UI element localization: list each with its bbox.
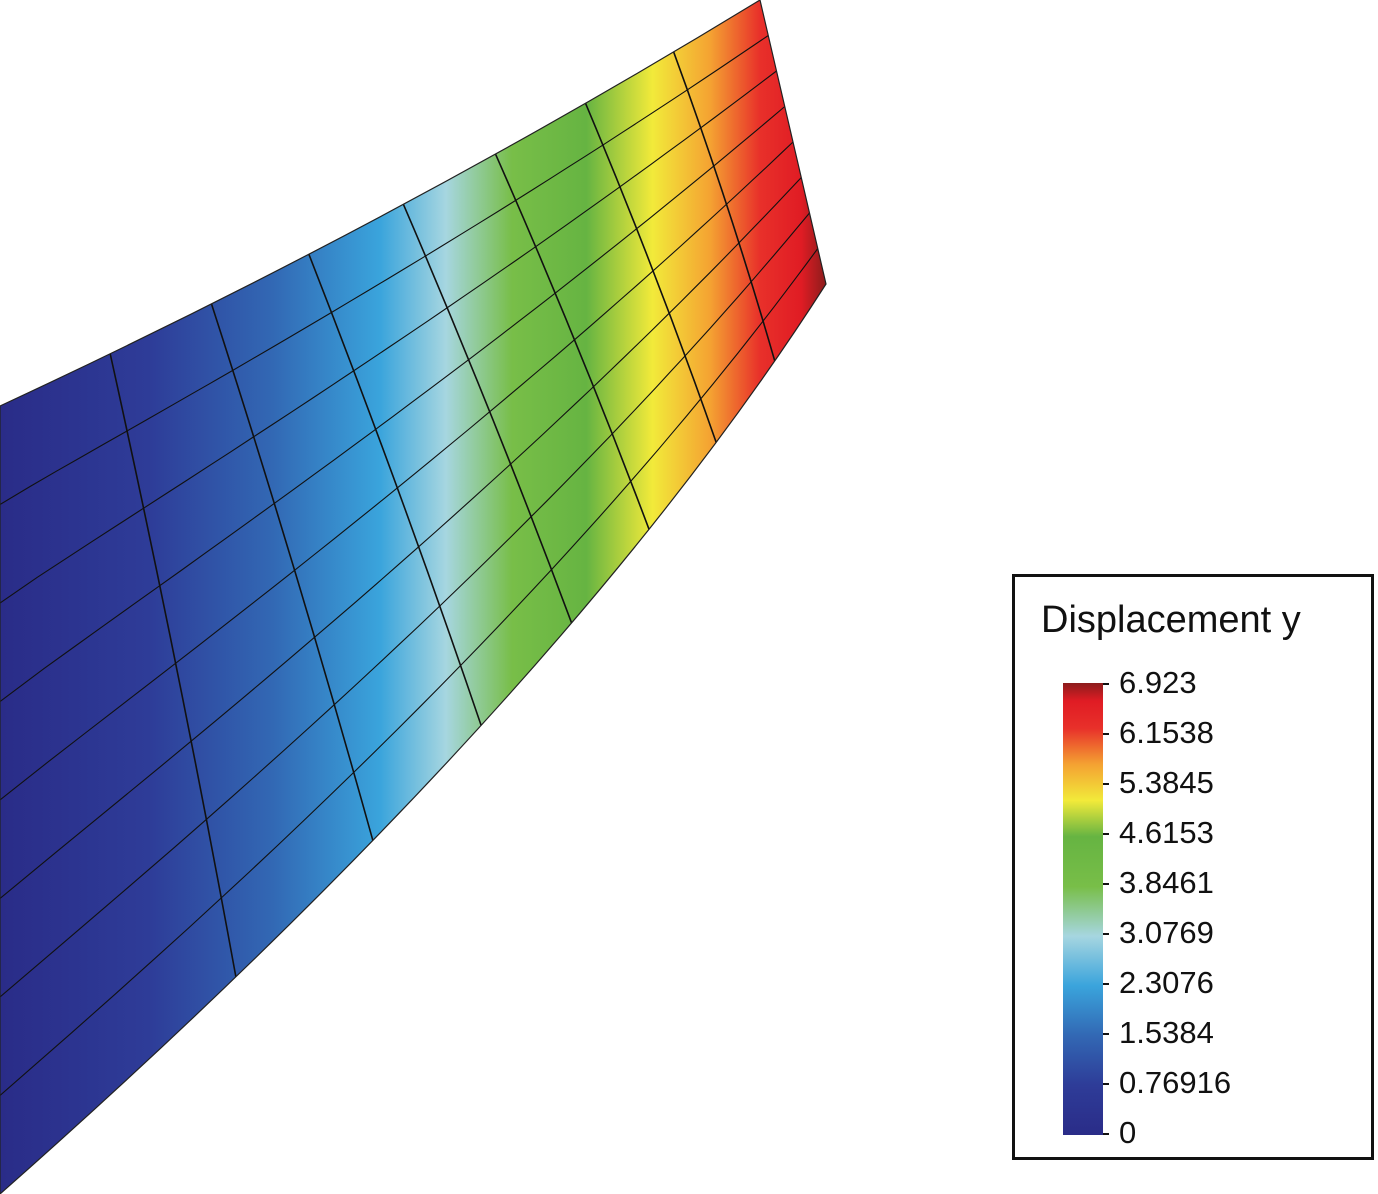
tick-label: 0.76916 — [1119, 1065, 1232, 1100]
tick-label: 3.0769 — [1119, 915, 1214, 950]
mesh-longitudinal-edge — [0, 212, 810, 998]
legend: Displacement y 6.923 6.1538 5.3845 4 — [1012, 574, 1374, 1160]
mesh-longitudinal-edge — [0, 141, 794, 801]
legend-title: Displacement y — [1041, 599, 1301, 641]
mesh-longitudinal-edge — [0, 70, 777, 604]
mesh-longitudinal-edge — [0, 106, 786, 702]
tick-mark — [1103, 733, 1109, 735]
mesh-surface — [0, 0, 826, 1194]
tick-mark — [1103, 1083, 1109, 1085]
mesh-longitudinal-edge — [0, 177, 802, 899]
colorbar — [1063, 683, 1103, 1135]
mesh-transverse-edge — [672, 51, 776, 362]
tick-mark — [1103, 983, 1109, 985]
mesh-outline — [0, 0, 827, 1194]
mesh-transverse-edge — [308, 253, 482, 726]
tick-label: 6.923 — [1119, 665, 1197, 700]
tick-mark — [1103, 883, 1109, 885]
mesh-transverse-edge — [584, 102, 717, 443]
tick-mark — [1103, 683, 1109, 685]
mesh-transverse-edge — [494, 153, 650, 530]
tick-label: 3.8461 — [1119, 865, 1214, 900]
tick-mark — [1103, 833, 1109, 835]
mesh-grid — [0, 35, 819, 1096]
tick-label: 0 — [1119, 1115, 1137, 1150]
tick-mark — [1103, 933, 1109, 935]
mesh-longitudinal-edge — [0, 35, 769, 505]
tick-label: 6.1538 — [1119, 715, 1214, 750]
mesh-longitudinal-edge — [0, 248, 819, 1096]
tick-label: 2.3076 — [1119, 965, 1214, 1000]
tick-label: 4.6153 — [1119, 815, 1214, 850]
mesh-transverse-edge — [109, 353, 237, 977]
mesh-transverse-edge — [402, 204, 573, 624]
tick-mark — [1103, 1133, 1109, 1135]
tick-mark — [1103, 783, 1109, 785]
tick-label: 5.3845 — [1119, 765, 1214, 800]
mesh-transverse-edge — [210, 303, 374, 841]
tick-label: 1.5384 — [1119, 1015, 1214, 1050]
tick-mark — [1103, 1033, 1109, 1035]
